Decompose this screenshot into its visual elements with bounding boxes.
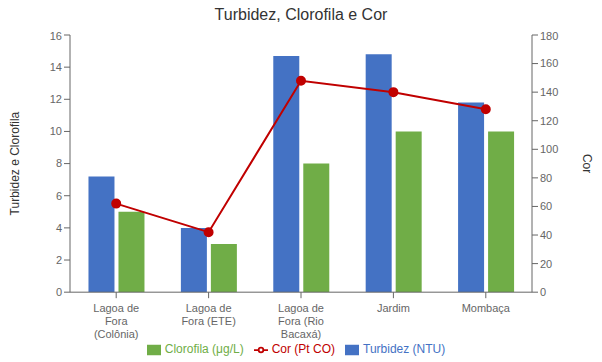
svg-text:160: 160 (540, 57, 558, 69)
svg-text:140: 140 (540, 86, 558, 98)
svg-text:40: 40 (540, 229, 552, 241)
svg-text:14: 14 (50, 61, 62, 73)
svg-text:6: 6 (56, 190, 62, 202)
svg-text:60: 60 (540, 200, 552, 212)
html-text:Turbidez, Clorofila e Cor: Turbidez, Clorofila e Cor (214, 6, 388, 23)
svg-text:Lagoa deFora (RioBacaxá): Lagoa deFora (RioBacaxá) (278, 302, 324, 340)
svg-text:Lagoa deFora(Colônia): Lagoa deFora(Colônia) (93, 302, 139, 340)
svg-text:Jardim: Jardim (377, 302, 410, 314)
html-text:Clorofila (μg/L): Clorofila (μg/L) (164, 342, 244, 357)
svg-text:16: 16 (50, 30, 62, 42)
svg-text:0: 0 (56, 286, 62, 298)
svg-text:180: 180 (540, 30, 558, 42)
html-text:Cor (Pt CO): Cor (Pt CO) (271, 342, 335, 357)
svg-text:Lagoa deFora (ETE): Lagoa deFora (ETE) (181, 302, 235, 327)
svg-text:10: 10 (50, 125, 62, 137)
svg-text:Mombaça: Mombaça (462, 302, 511, 314)
svg-text:20: 20 (540, 258, 552, 270)
svg-text:Cor: Cor (580, 154, 594, 173)
svg-text:8: 8 (56, 157, 62, 169)
svg-text:2: 2 (56, 254, 62, 266)
svg-text:0: 0 (540, 286, 546, 298)
svg-text:4: 4 (56, 222, 62, 234)
html-text:Turbidez (NTU): Turbidez (NTU) (363, 342, 446, 357)
svg-text:12: 12 (50, 93, 62, 105)
svg-text:120: 120 (540, 115, 558, 127)
svg-text:80: 80 (540, 172, 552, 184)
svg-text:Turbidez e Clorofila: Turbidez e Clorofila (8, 111, 22, 215)
svg-text:100: 100 (540, 143, 558, 155)
